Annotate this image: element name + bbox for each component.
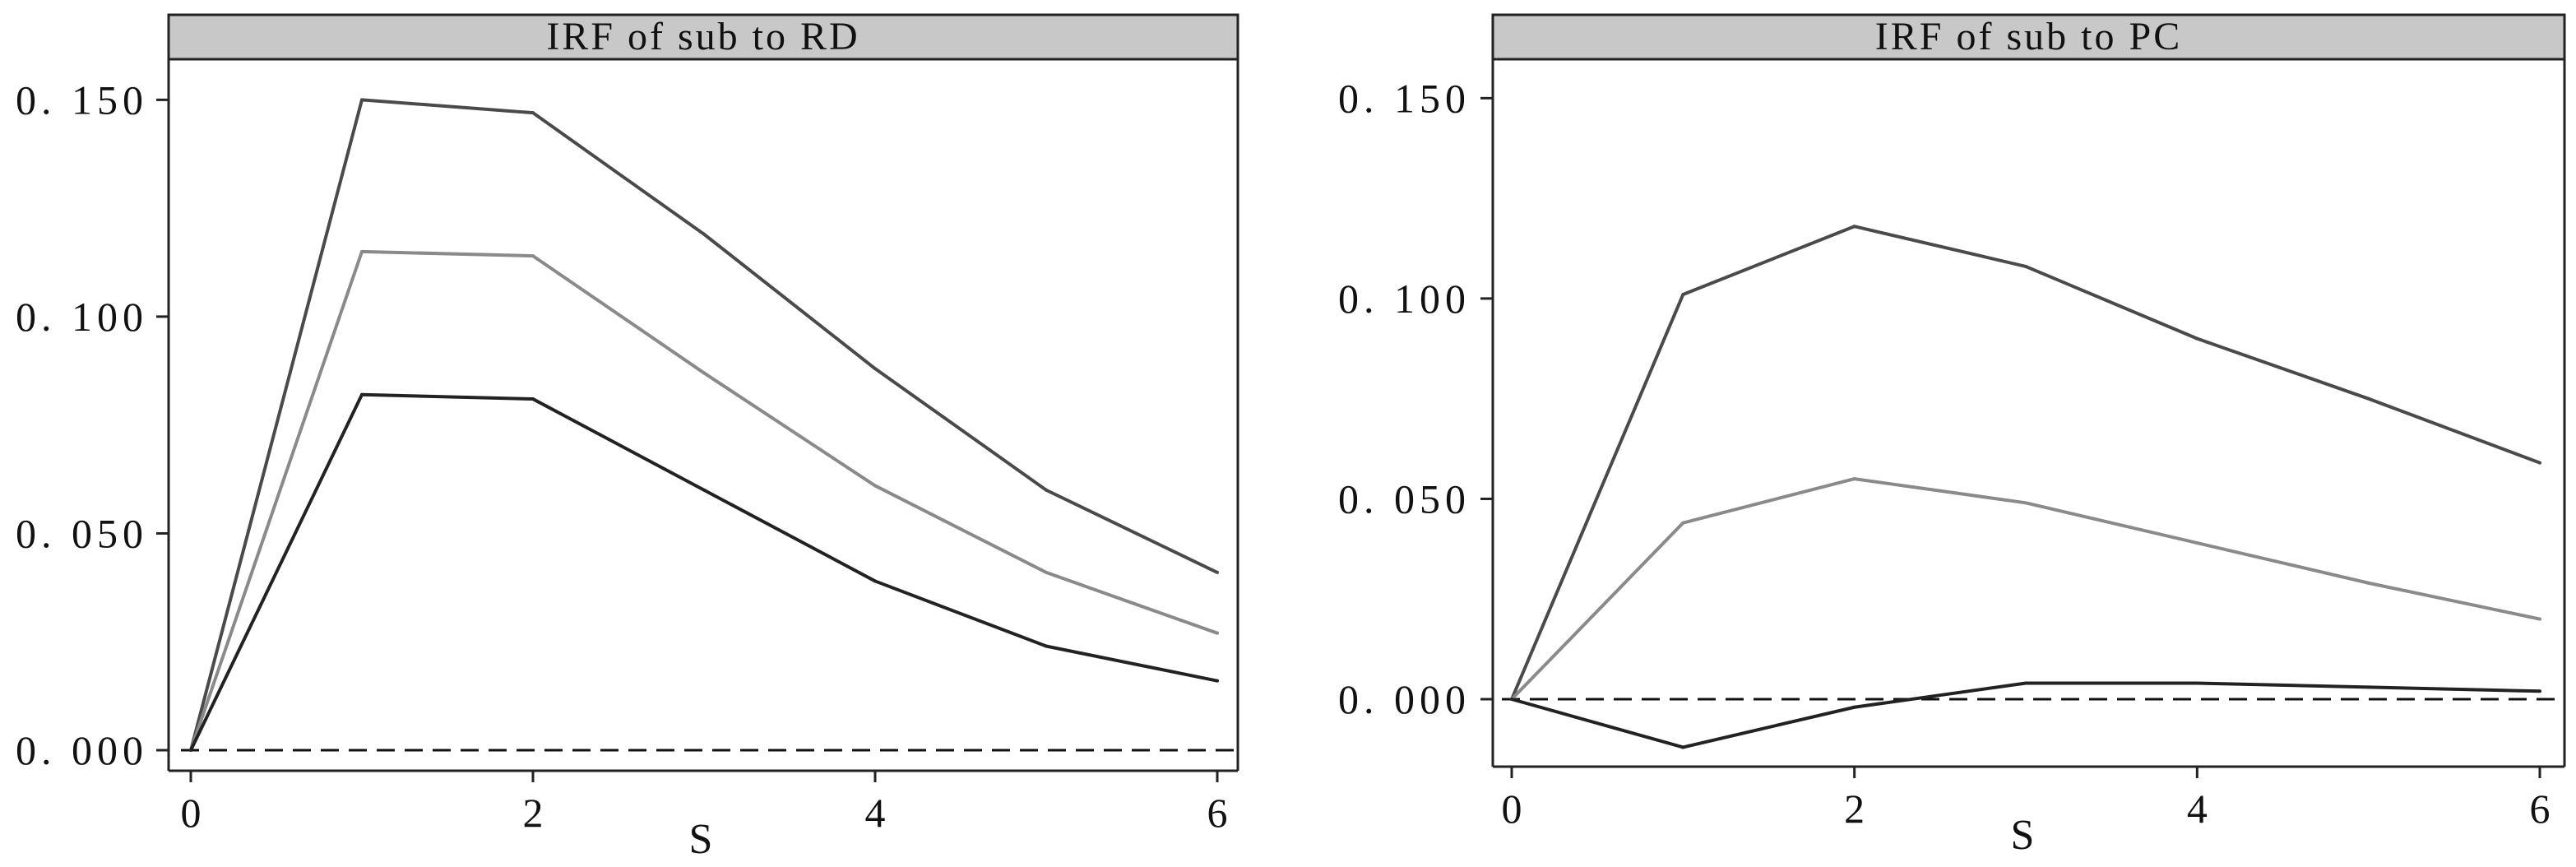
data-point-lower — [1852, 705, 1856, 709]
data-point-upper — [360, 98, 364, 102]
data-point-estimate — [360, 249, 364, 253]
series-line-upper — [1510, 225, 2541, 700]
data-point-estimate — [2195, 541, 2199, 545]
y-tick-label: 0. 100 — [16, 294, 148, 340]
x-tick-label: 6 — [2530, 786, 2551, 832]
x-tick-label: 4 — [2187, 786, 2208, 832]
y-tick-label: 0. 100 — [1338, 276, 1471, 322]
data-point-upper — [702, 232, 706, 236]
data-point-estimate — [2538, 617, 2541, 621]
data-point-lower — [2024, 681, 2027, 685]
data-point-estimate — [1216, 631, 1219, 635]
y-tick-label: 0. 050 — [16, 510, 148, 556]
y-tick-label: 0. 050 — [1338, 475, 1471, 522]
data-point-lower — [1681, 745, 1685, 749]
data-point-upper — [1216, 570, 1219, 574]
series-line-estimate — [1510, 477, 2541, 701]
x-tick-label: 6 — [1207, 790, 1228, 836]
x-tick-label: 0 — [181, 790, 202, 836]
data-point-upper — [2195, 336, 2199, 341]
data-point-upper — [1681, 293, 1685, 297]
y-tick-label: 0. 150 — [1338, 75, 1471, 121]
data-point-estimate — [1045, 570, 1048, 574]
x-axis-title: S — [689, 816, 713, 863]
data-point-upper — [2024, 264, 2027, 268]
series-line-estimate — [189, 249, 1218, 751]
data-point-lower — [2538, 689, 2541, 693]
x-tick-label: 4 — [865, 790, 886, 836]
x-tick-label: 0 — [1502, 786, 1522, 832]
data-point-estimate — [1681, 521, 1685, 525]
series-line-upper — [189, 98, 1218, 751]
data-point-estimate — [2366, 581, 2370, 585]
data-point-lower — [702, 488, 706, 492]
data-point-lower — [531, 397, 535, 401]
data-point-estimate — [2024, 501, 2027, 505]
panel-title-bar — [1491, 13, 2566, 61]
data-point-upper — [873, 367, 877, 371]
data-point-upper — [2538, 461, 2541, 465]
x-axis-title: S — [2011, 812, 2035, 859]
y-tick-label: 0. 000 — [1338, 676, 1471, 722]
data-point-estimate — [1852, 477, 1856, 481]
data-point-lower — [873, 579, 877, 583]
data-point-lower — [1510, 698, 1513, 701]
data-point-upper — [1045, 488, 1048, 492]
series-line-lower — [189, 392, 1218, 751]
data-point-upper — [531, 111, 535, 115]
data-point-estimate — [702, 371, 706, 375]
data-point-lower — [2366, 685, 2370, 689]
data-point-upper — [1852, 225, 1856, 229]
data-point-upper — [2366, 396, 2370, 401]
data-point-lower — [360, 392, 364, 396]
data-point-estimate — [531, 254, 535, 258]
panel-title: IRF of sub to RD — [546, 15, 859, 58]
y-tick-label: 0. 150 — [16, 76, 148, 123]
panel-title-bar — [167, 13, 1239, 61]
data-point-lower — [1045, 644, 1048, 648]
panel-title: IRF of sub to PC — [1875, 15, 2182, 58]
data-point-lower — [2195, 681, 2199, 685]
x-tick-label: 2 — [1844, 786, 1865, 832]
data-point-lower — [189, 749, 192, 752]
x-tick-label: 2 — [523, 790, 544, 836]
y-tick-label: 0. 000 — [16, 727, 148, 773]
data-point-lower — [1216, 679, 1219, 683]
data-point-estimate — [873, 484, 877, 488]
series-line-lower — [1511, 681, 2541, 749]
